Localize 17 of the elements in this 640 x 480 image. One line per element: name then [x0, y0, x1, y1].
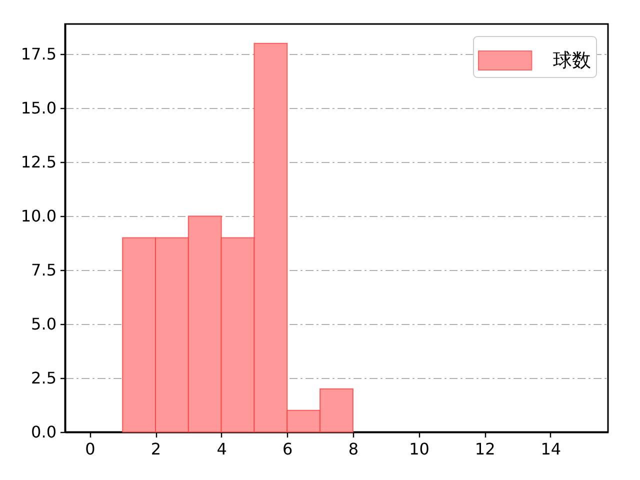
x-tick-label: 8 [348, 440, 359, 458]
y-tick-label: 2.5 [31, 368, 56, 388]
y-tick-label: 15.0 [20, 98, 56, 118]
x-tick-label: 6 [282, 440, 293, 458]
x-tick-label: 12 [474, 440, 496, 458]
x-tick-label: 14 [540, 440, 562, 458]
y-tick-label: 12.5 [20, 152, 56, 172]
x-tick-label: 4 [216, 440, 227, 458]
x-tick-label: 0 [85, 440, 96, 458]
legend-label: 球数 [553, 50, 591, 72]
y-tick-label: 10.0 [20, 206, 56, 226]
x-tick-label: 2 [150, 440, 162, 458]
y-tick-label: 7.5 [31, 260, 56, 280]
x-tick-label: 10 [409, 440, 430, 458]
y-tick-label: 0.0 [31, 422, 56, 442]
y-tick-label: 5.0 [31, 314, 56, 334]
y-tick-label: 17.5 [20, 44, 56, 64]
